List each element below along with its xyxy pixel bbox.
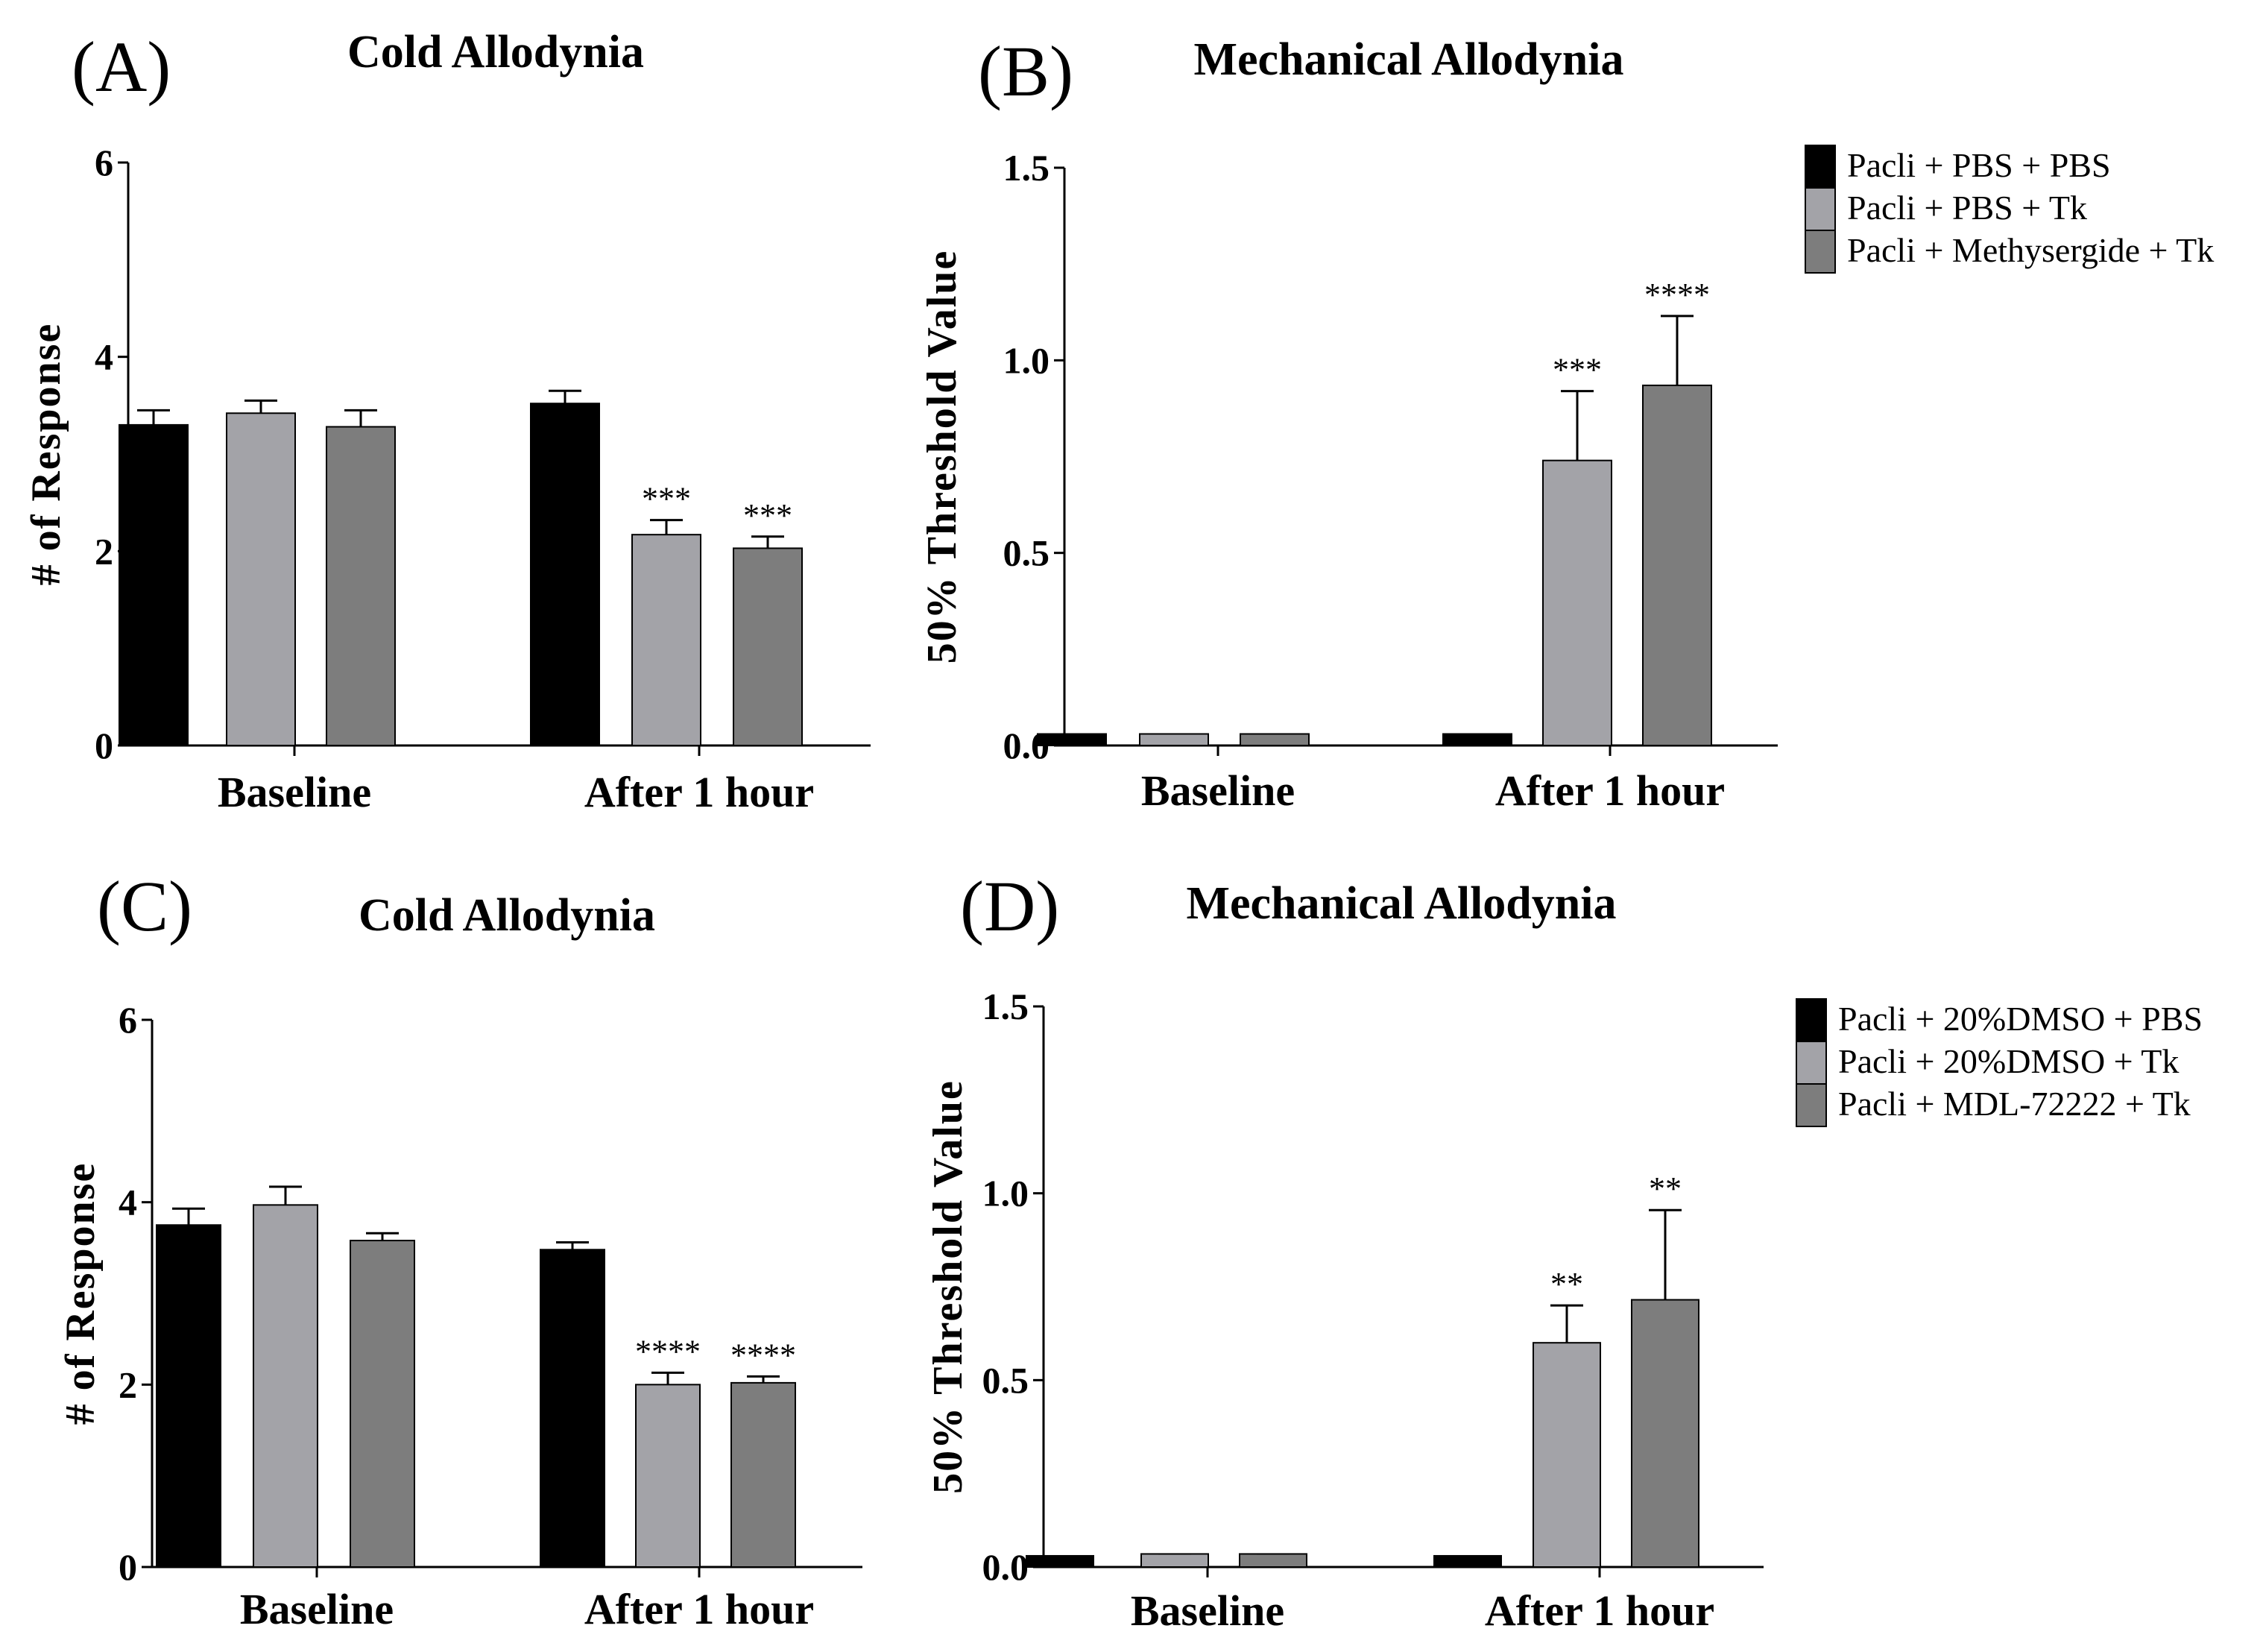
y-tick-label: 0.0 [982,1546,1029,1588]
y-tick-label: 0 [95,725,113,766]
y-tick-label: 2 [95,530,113,572]
y-tick-label: 1.0 [982,1173,1029,1214]
bar [530,403,600,747]
bar [1240,733,1310,746]
x-category-label: Baseline [218,768,371,816]
bar [635,1384,701,1569]
bar [1433,1554,1502,1568]
y-axis-label: # of Response [23,323,69,586]
x-category-label: Baseline [1141,766,1295,815]
legend-swatch [1805,230,1836,274]
bar [1542,459,1612,747]
significance-label: **** [1644,277,1710,313]
panel-letter: (B) [978,31,1073,111]
bar [326,426,396,746]
legend-label: Pacli + 20%DMSO + Tk [1838,1042,2179,1080]
bar [156,1224,221,1568]
y-tick-label: 2 [119,1363,137,1405]
bar [540,1249,605,1569]
y-tick-label: 6 [119,999,137,1041]
significance-label: *** [743,497,792,534]
chart-title: Cold Allodynia [347,27,644,78]
significance-label: *** [642,481,691,517]
bar [350,1240,415,1568]
y-axis-label: 50% Threshold Value [919,250,965,664]
panel-letter: (D) [960,866,1059,946]
bar [253,1204,318,1568]
legend-swatch [1805,187,1836,231]
legend-swatch [1805,145,1836,189]
x-category-label: Baseline [240,1585,394,1633]
bar [1037,733,1107,746]
significance-label: ** [1649,1170,1682,1207]
chart-title: Mechanical Allodynia [1194,34,1624,85]
chart-title: Mechanical Allodynia [1187,878,1617,929]
x-category-label: After 1 hour [1485,1586,1714,1635]
chart-panel: (B) Mechanical Allodynia 50% Threshold Val… [919,31,2214,815]
y-axis-label: 50% Threshold Value [925,1079,971,1494]
bar [1631,1299,1699,1568]
y-tick-label: 4 [95,336,113,378]
bar [226,412,296,746]
bar [1442,733,1512,746]
y-tick-label: 1.5 [982,986,1029,1027]
legend-label: Pacli + 20%DMSO + PBS [1838,1000,2203,1038]
x-category-label: After 1 hour [584,768,814,816]
bar [1642,384,1712,747]
y-tick-label: 0 [119,1546,137,1588]
y-tick-label: 4 [119,1182,137,1223]
significance-label: **** [635,1333,701,1369]
legend-label: Pacli + PBS + PBS [1847,146,2111,184]
x-category-label: After 1 hour [584,1585,814,1633]
bar [631,534,701,747]
chart-panel: (A) Cold Allodynia # of Response 0 2 4 6 Baseli… [23,27,871,816]
bar [1140,1553,1209,1569]
x-category-label: Baseline [1131,1586,1284,1635]
bar [730,1381,796,1569]
y-tick-label: 0.5 [982,1359,1029,1401]
panel-letter: (A) [72,27,171,107]
significance-label: ** [1550,1266,1583,1302]
x-category-label: After 1 hour [1495,766,1725,815]
significance-label: *** [1553,352,1602,388]
chart-panel: (C) Cold Allodynia # of Response 0 2 4 6 Baseli… [57,866,862,1633]
bar [1139,733,1209,746]
chart-title: Cold Allodynia [359,890,655,941]
legend-swatch [1796,998,1827,1042]
panel-letter: (C) [97,866,192,946]
y-tick-label: 0.5 [1003,532,1050,574]
legend-label: Pacli + PBS + Tk [1847,189,2087,227]
chart-panel: (D) Mechanical Allodynia 50% Threshold Val… [925,866,2203,1635]
bar [119,423,189,747]
bar [1533,1342,1601,1568]
legend-swatch [1796,1041,1827,1085]
bar [733,547,803,746]
y-axis-label: # of Response [57,1162,104,1425]
y-tick-label: 1.5 [1003,147,1050,189]
y-tick-label: 6 [95,142,113,183]
bar [1026,1554,1094,1568]
bar [1239,1553,1307,1569]
legend-swatch [1796,1083,1827,1127]
y-tick-label: 1.0 [1003,339,1050,381]
legend-label: Pacli + MDL-72222 + Tk [1838,1085,2191,1123]
significance-label: **** [730,1337,796,1373]
legend-label: Pacli + Methysergide + Tk [1847,231,2214,269]
